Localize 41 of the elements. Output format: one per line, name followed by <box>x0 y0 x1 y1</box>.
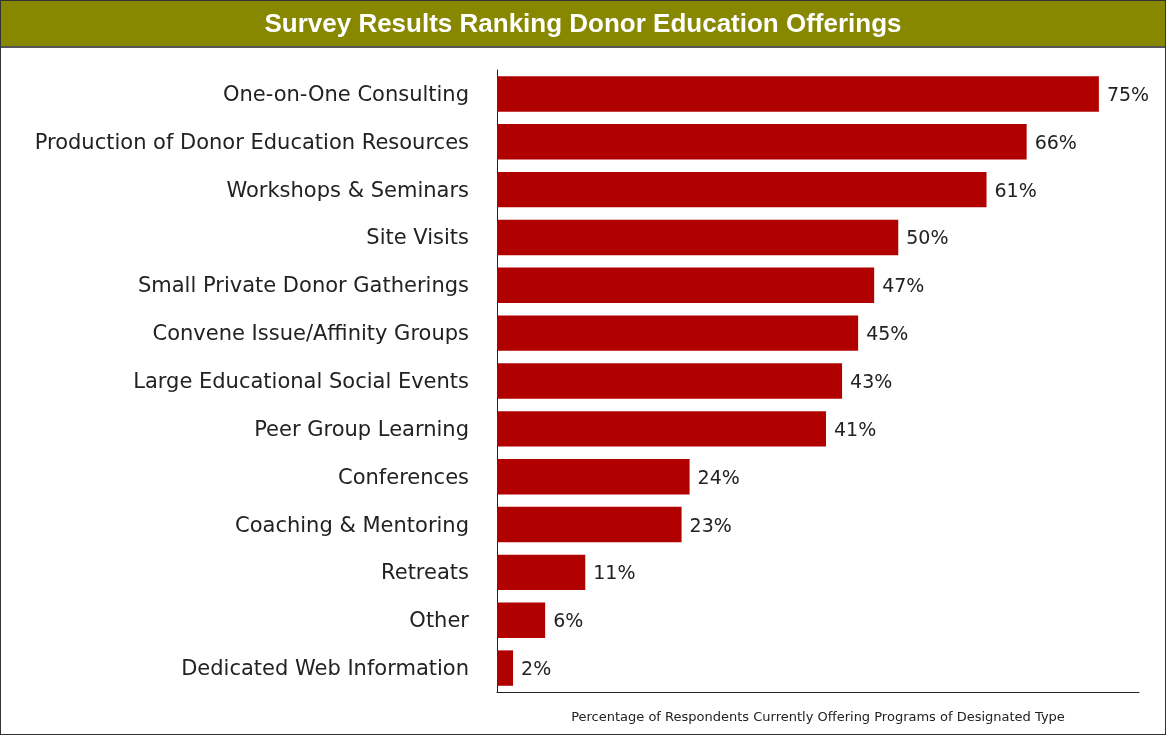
bar <box>497 219 899 256</box>
bar <box>497 650 514 686</box>
bar <box>497 602 546 638</box>
data-label: 41% <box>834 417 877 440</box>
data-label: 43% <box>850 370 893 392</box>
data-label: 75% <box>1106 82 1150 105</box>
data-label: 61% <box>994 178 1037 201</box>
data-label: 50% <box>906 226 949 249</box>
bar <box>497 458 690 495</box>
bar <box>497 554 586 591</box>
y-tick-label: Small Private Donor Gatherings <box>137 273 469 298</box>
y-tick-label: Production of Donor Education Resources <box>34 129 469 154</box>
y-tick-label: Peer Group Learning <box>254 416 469 441</box>
bar <box>497 411 827 447</box>
data-label: 23% <box>689 513 732 536</box>
y-tick-label: Large Educational Social Events <box>133 369 469 393</box>
bar <box>497 171 987 208</box>
bar <box>497 267 875 304</box>
data-label: 66% <box>1034 130 1077 153</box>
data-label: 24% <box>697 465 740 488</box>
data-label: 11% <box>593 561 636 584</box>
bar <box>497 124 1027 160</box>
data-label: 6% <box>553 609 584 632</box>
bar <box>497 506 682 543</box>
data-label: 2% <box>521 657 552 680</box>
y-tick-label: Conferences <box>338 464 469 489</box>
bar <box>497 363 843 399</box>
y-tick-label: Other <box>409 608 470 633</box>
data-label: 47% <box>882 274 925 297</box>
y-tick-label: One-on-One Consulting <box>222 81 469 106</box>
x-axis-title: Percentage of Respondents Currently Offering Programs of Designated Type <box>571 709 1065 724</box>
data-label: 45% <box>866 322 909 345</box>
y-tick-label: Retreats <box>381 560 469 585</box>
bar <box>497 315 859 351</box>
y-tick-label: Coaching & Mentoring <box>235 512 469 537</box>
y-tick-label: Workshops & Seminars <box>226 177 469 202</box>
bar <box>497 76 1099 112</box>
y-tick-label: Convene Issue/Affinity Groups <box>152 321 469 346</box>
y-tick-label: Dedicated Web Information <box>181 656 469 681</box>
y-tick-label: Site Visits <box>366 225 469 250</box>
chart-title: Survey Results Ranking Donor Education Offerings <box>1 1 1165 48</box>
